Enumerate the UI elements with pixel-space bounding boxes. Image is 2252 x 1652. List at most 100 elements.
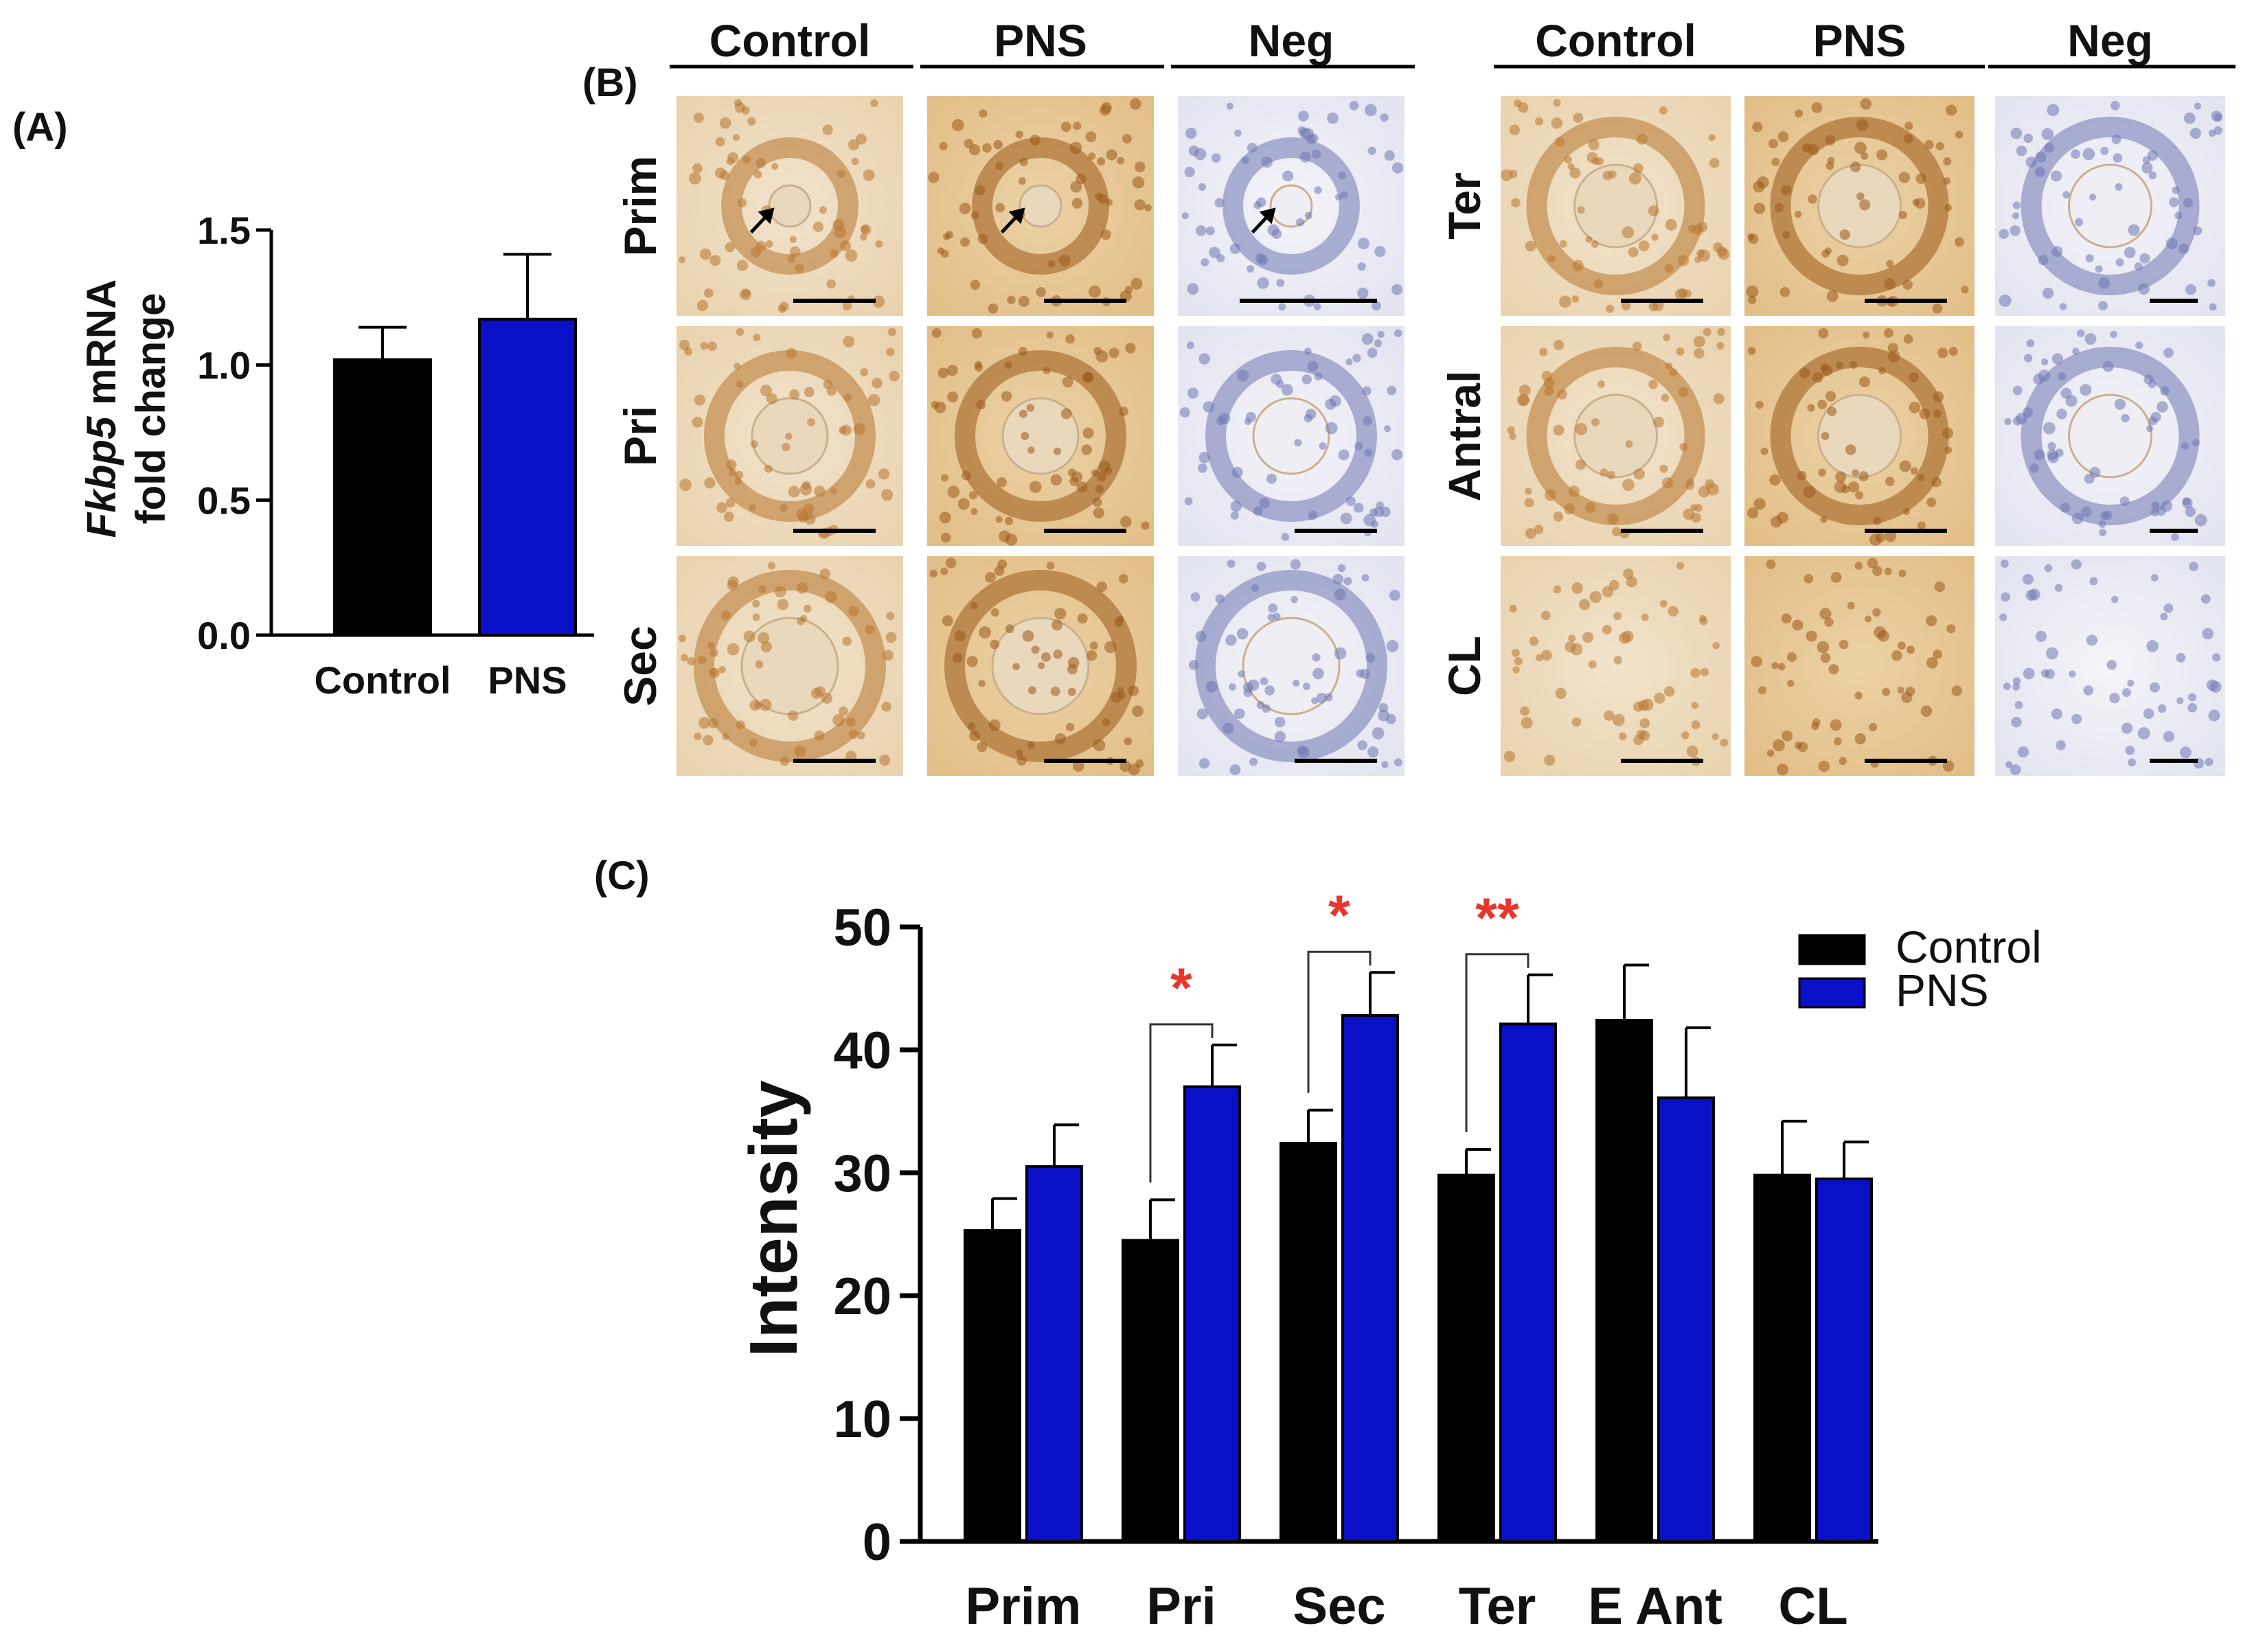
stained-nucleus — [1377, 330, 1385, 339]
stained-nucleus — [803, 604, 812, 613]
stained-nucleus — [751, 246, 762, 257]
stained-nucleus — [880, 489, 894, 501]
stained-nucleus — [1691, 512, 1701, 523]
stained-nucleus — [1262, 704, 1271, 713]
stained-nucleus — [1369, 508, 1378, 517]
stained-nucleus — [1691, 702, 1698, 709]
stained-nucleus — [1951, 685, 1962, 696]
stained-nucleus — [720, 170, 730, 181]
stained-nucleus — [1031, 645, 1040, 654]
stained-nucleus — [1547, 255, 1556, 263]
stained-nucleus — [1134, 199, 1146, 211]
stained-nucleus — [1297, 126, 1306, 135]
stained-nucleus — [1769, 474, 1781, 486]
stained-nucleus — [679, 339, 690, 351]
stained-nucleus — [1854, 141, 1867, 154]
stained-nucleus — [2041, 128, 2054, 141]
stained-nucleus — [819, 206, 827, 214]
stained-nucleus — [1934, 581, 1946, 593]
stained-nucleus — [1129, 98, 1141, 110]
stained-nucleus — [1845, 444, 1856, 455]
stained-nucleus — [759, 698, 772, 711]
panel-c-bar-pns — [1815, 1177, 1873, 1543]
stained-nucleus — [1293, 679, 1300, 687]
oocyte — [1269, 184, 1313, 228]
stained-nucleus — [1899, 460, 1911, 472]
stained-nucleus — [1353, 503, 1364, 513]
panel-a-ytick-label: 1.5 — [197, 209, 251, 252]
stained-nucleus — [889, 371, 900, 382]
stained-nucleus — [1782, 730, 1793, 742]
stained-nucleus — [962, 470, 971, 481]
left-micrograph-pri-neg — [1178, 326, 1404, 546]
stained-nucleus — [997, 559, 1008, 569]
stained-nucleus — [875, 240, 883, 248]
right-micrograph-ter-control — [1501, 96, 1731, 316]
stained-nucleus — [1274, 731, 1286, 742]
stained-nucleus — [1812, 718, 1821, 726]
stained-nucleus — [1214, 198, 1225, 208]
stained-nucleus — [2023, 667, 2035, 680]
stained-nucleus — [1211, 153, 1221, 163]
stained-nucleus — [1540, 610, 1551, 621]
stained-nucleus — [1563, 155, 1572, 164]
stained-nucleus — [1236, 628, 1249, 640]
right-micrograph-antral-control — [1501, 326, 1731, 546]
follicle-granulosa-ring — [1205, 350, 1377, 522]
stained-nucleus — [1258, 255, 1269, 266]
stained-nucleus — [2060, 387, 2072, 399]
stained-nucleus — [1612, 713, 1625, 726]
stained-nucleus — [755, 660, 764, 669]
stained-nucleus — [1190, 592, 1201, 602]
stained-nucleus — [801, 481, 811, 490]
stained-nucleus — [704, 477, 716, 489]
stained-nucleus — [1512, 666, 1520, 674]
stained-nucleus — [1325, 398, 1337, 410]
stained-nucleus — [2202, 628, 2214, 640]
stained-nucleus — [1001, 391, 1012, 402]
stained-nucleus — [1705, 479, 1715, 489]
stained-nucleus — [1394, 329, 1402, 338]
stained-nucleus — [1571, 295, 1580, 303]
stained-nucleus — [2034, 449, 2045, 461]
stained-nucleus — [995, 203, 1005, 213]
stained-nucleus — [952, 652, 963, 663]
stained-nucleus — [1954, 237, 1964, 247]
stained-nucleus — [1691, 720, 1701, 730]
stained-nucleus — [1808, 144, 1819, 156]
stained-nucleus — [1696, 249, 1705, 258]
stained-nucleus — [736, 260, 749, 271]
stained-nucleus — [1307, 360, 1319, 372]
stained-nucleus — [1817, 400, 1827, 410]
stained-nucleus — [1897, 641, 1906, 650]
stained-nucleus — [1613, 612, 1622, 621]
stained-nucleus — [780, 756, 790, 766]
stained-nucleus — [794, 745, 806, 757]
stained-nucleus — [1607, 513, 1619, 525]
legend-label-pns: PNS — [1896, 965, 1989, 1016]
stained-nucleus — [1849, 360, 1858, 369]
stained-nucleus — [1648, 380, 1658, 389]
stained-nucleus — [1082, 371, 1093, 383]
stained-nucleus — [749, 738, 758, 747]
stained-nucleus — [743, 630, 755, 643]
stained-nucleus — [2194, 102, 2202, 110]
stained-nucleus — [1391, 162, 1404, 174]
stained-nucleus — [1198, 353, 1210, 365]
stained-nucleus — [1229, 764, 1241, 775]
stained-nucleus — [1999, 295, 2012, 307]
stained-nucleus — [1308, 510, 1318, 520]
left-micrograph-prim-control — [676, 96, 903, 316]
stained-nucleus — [727, 643, 740, 656]
stained-nucleus — [1854, 491, 1864, 500]
stained-nucleus — [2172, 186, 2180, 194]
stained-nucleus — [1046, 562, 1055, 570]
right-row-header: CL — [1439, 636, 1490, 696]
stained-nucleus — [1619, 732, 1627, 741]
stained-nucleus — [1340, 512, 1352, 525]
stained-nucleus — [1678, 387, 1689, 398]
stained-nucleus — [2163, 731, 2175, 742]
left-column-header: PNS — [994, 15, 1087, 66]
stained-nucleus — [1571, 717, 1582, 727]
stained-nucleus — [2125, 746, 2135, 755]
